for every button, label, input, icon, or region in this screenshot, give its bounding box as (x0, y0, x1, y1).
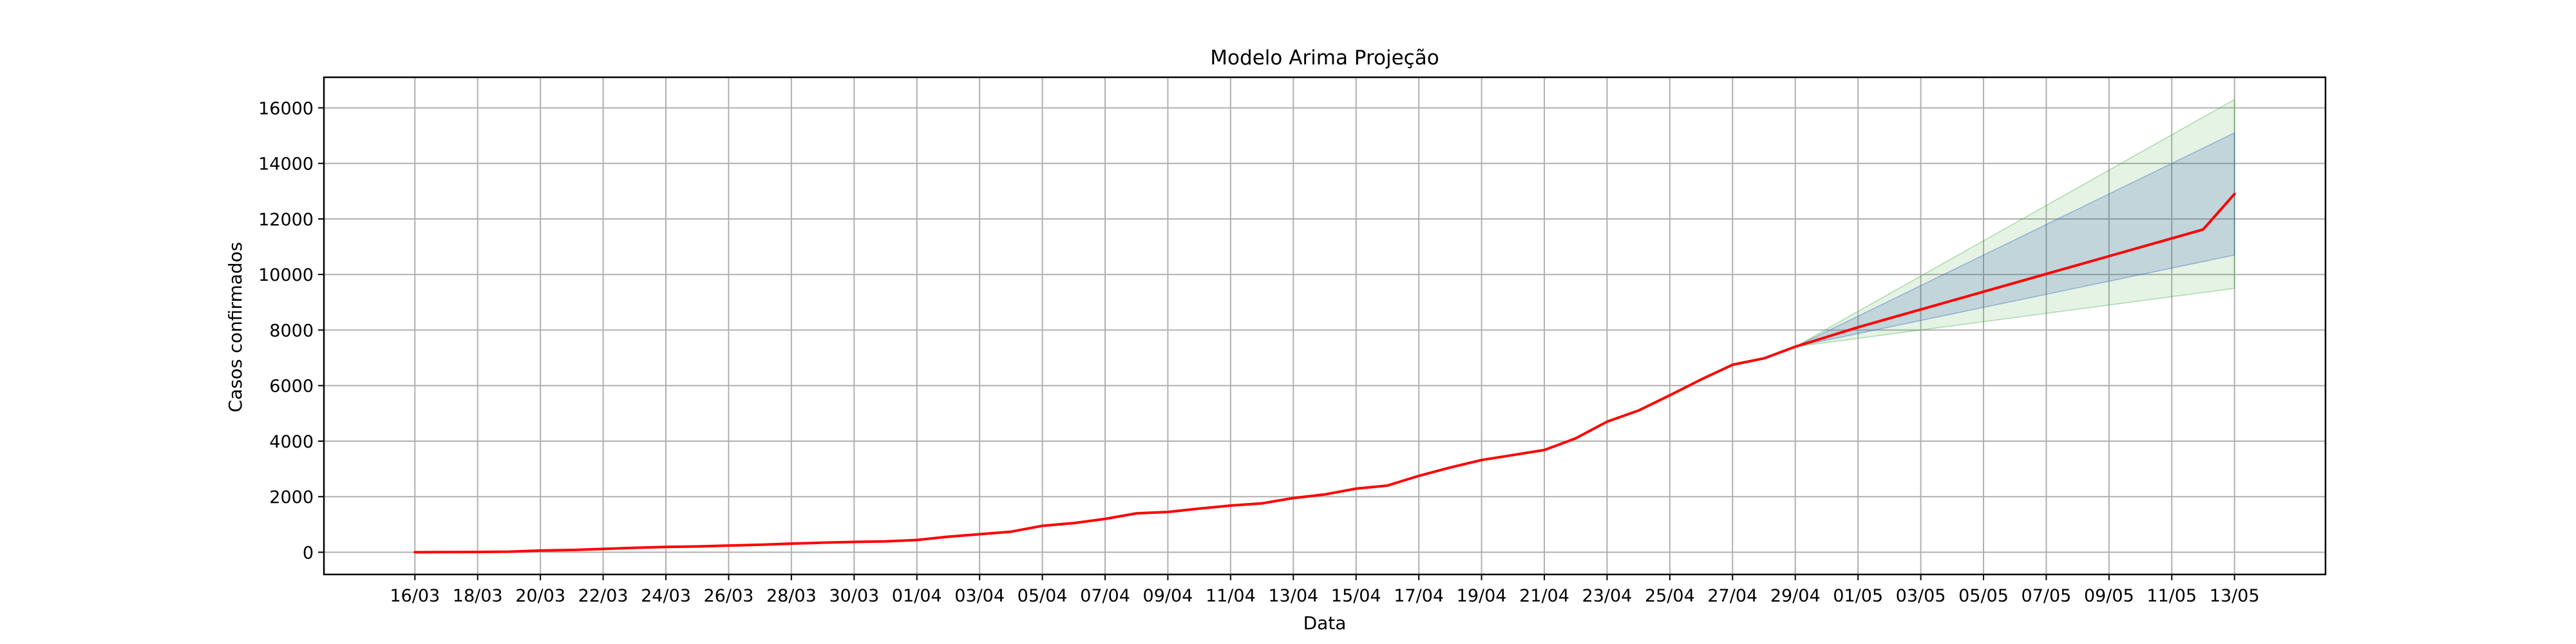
x-tick-label: 19/04 (1457, 586, 1507, 606)
x-axis-label: Data (1303, 612, 1347, 634)
y-tick-label: 2000 (269, 488, 314, 507)
x-tick-label: 09/05 (2084, 586, 2134, 606)
x-axis-ticks: 16/03 18/03 20/03 22/03 24/03 26/03 28/03 30/03… (390, 574, 2260, 606)
x-tick-label: 27/04 (1707, 586, 1757, 606)
y-axis-ticks: 0 2000 4000 6000 8000 10000 12000 14000 16000 (258, 99, 324, 563)
y-tick-label: 14000 (258, 155, 314, 175)
y-tick-label: 12000 (258, 210, 314, 230)
x-tick-label: 03/04 (954, 586, 1005, 606)
x-tick-label: 01/05 (1833, 586, 1883, 606)
y-axis-label: Casos confirmados (225, 242, 246, 413)
x-tick-label: 30/03 (829, 586, 879, 606)
y-tick-label: 4000 (269, 432, 314, 452)
x-tick-label: 25/04 (1645, 586, 1695, 606)
x-tick-label: 29/04 (1770, 586, 1821, 606)
plot-frame (323, 76, 2327, 576)
x-tick-label: 15/04 (1331, 586, 1381, 606)
x-tick-label: 13/04 (1268, 586, 1318, 606)
confidence-bands (1795, 99, 2235, 348)
series-lines (413, 193, 2236, 554)
x-tick-label: 18/03 (453, 586, 503, 606)
x-tick-label: 23/04 (1582, 586, 1633, 606)
x-tick-label: 07/05 (2022, 586, 2072, 606)
x-tick-label: 05/04 (1018, 586, 1068, 606)
x-tick-label: 11/04 (1206, 586, 1256, 606)
y-tick-label: 6000 (269, 377, 314, 397)
y-tick-label: 10000 (258, 265, 314, 285)
x-tick-label: 01/04 (892, 586, 942, 606)
x-tick-label: 22/03 (578, 586, 629, 606)
x-tick-label: 24/03 (641, 586, 691, 606)
y-tick-label: 8000 (269, 321, 314, 341)
x-tick-label: 20/03 (515, 586, 565, 606)
x-tick-label: 26/03 (704, 586, 754, 606)
x-tick-label: 07/04 (1080, 586, 1130, 606)
x-tick-label: 03/05 (1896, 586, 1946, 606)
series-line (413, 193, 2236, 554)
y-tick-label: 16000 (258, 99, 314, 118)
x-tick-label: 11/05 (2146, 586, 2197, 606)
x-tick-label: 09/04 (1143, 586, 1193, 606)
x-tick-label: 13/05 (2210, 586, 2260, 606)
x-tick-label: 16/03 (390, 586, 440, 606)
x-tick-label: 28/03 (766, 586, 817, 606)
grid (324, 77, 2325, 574)
y-tick-label: 0 (303, 543, 314, 563)
chart-title: Modelo Arima Projeção (1210, 46, 1439, 70)
x-tick-label: 21/04 (1519, 586, 1569, 606)
x-tick-label: 17/04 (1394, 586, 1444, 606)
x-tick-label: 05/05 (1958, 586, 2009, 606)
